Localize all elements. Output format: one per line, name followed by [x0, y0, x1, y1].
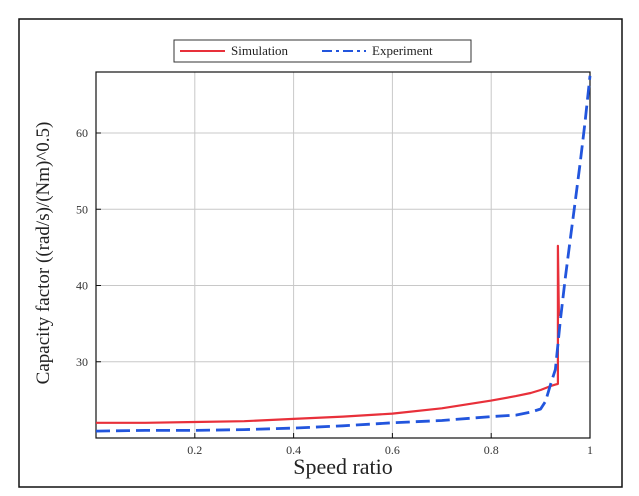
- grid: [96, 72, 591, 438]
- y-tick-label: 50: [76, 202, 88, 216]
- outer-frame: [18, 18, 623, 488]
- x-tick-label: 1: [587, 443, 593, 457]
- axis-ticks: [96, 132, 591, 438]
- tick-labels: 0.2 0.4 0.6 0.8 1 30 40 50 60: [76, 126, 593, 457]
- y-axis-label: Capacity factor ((rad/s)/(Nm)^0.5): [33, 122, 54, 385]
- x-tick-label: 0.8: [484, 443, 499, 457]
- plot-area-border: [95, 71, 591, 439]
- x-tick-label: 0.2: [187, 443, 202, 457]
- legend-label-simulation: Simulation: [231, 43, 289, 58]
- legend-label-experiment: Experiment: [372, 43, 433, 58]
- y-tick-label: 30: [76, 355, 88, 369]
- legend: Simulation Experiment: [173, 39, 472, 63]
- x-tick-label: 0.6: [385, 443, 400, 457]
- y-tick-label: 40: [76, 279, 88, 293]
- series-line-experiment: [95, 75, 592, 433]
- x-tick-label: 0.4: [286, 443, 301, 457]
- x-axis-label: Speed ratio: [293, 454, 393, 479]
- series-line-simulation: [96, 244, 560, 424]
- y-tick-label: 60: [76, 126, 88, 140]
- series-layer: [95, 75, 592, 433]
